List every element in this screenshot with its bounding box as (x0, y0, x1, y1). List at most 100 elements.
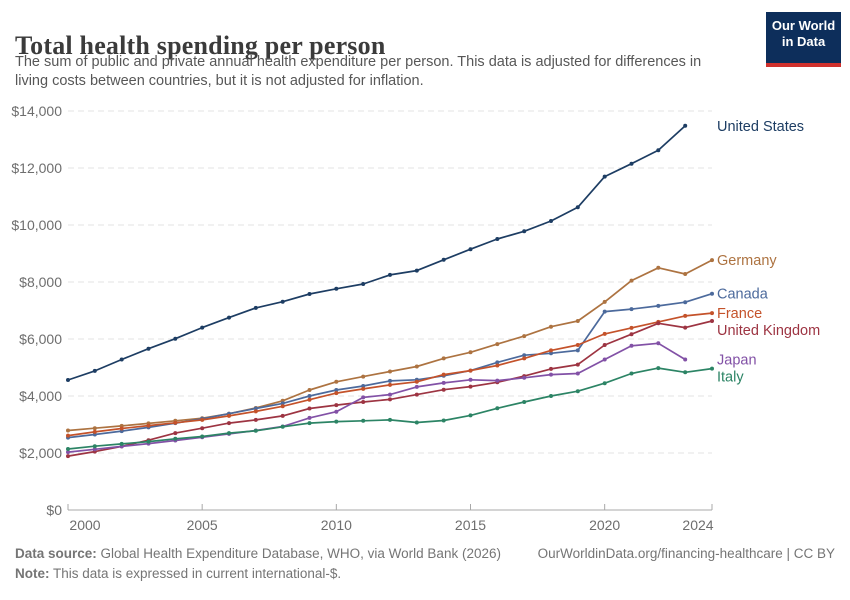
series-point-united-states (361, 282, 366, 286)
series-point-canada (307, 394, 312, 398)
series-point-france (334, 391, 339, 396)
series-point-italy (495, 406, 500, 411)
series-point-united-kingdom (575, 362, 580, 367)
series-point-united-states (388, 272, 392, 277)
page-title: Total health spending per person (15, 31, 386, 61)
series-point-canada (280, 401, 285, 406)
series-point-united-states (575, 205, 580, 210)
series-point-japan (683, 357, 688, 362)
series-point-germany (710, 258, 714, 263)
owid-logo[interactable]: Our World in Data (766, 12, 841, 67)
series-line-germany (67, 259, 713, 432)
series-point-united-states (549, 219, 553, 223)
series-point-canada (334, 388, 339, 392)
series-point-united-states (253, 305, 258, 310)
y-tick-label: $14,000 (11, 103, 62, 119)
series-label-germany[interactable]: Germany (717, 253, 777, 269)
series-point-japan (522, 375, 527, 380)
series-line-japan (67, 342, 686, 453)
series-point-united-states (146, 346, 151, 351)
series-point-france (575, 343, 580, 347)
series-point-canada (710, 291, 714, 296)
owid-logo-line2: in Data (781, 34, 826, 50)
series-point-japan (549, 372, 553, 377)
series-point-united-kingdom (602, 343, 607, 347)
series-point-united-kingdom (334, 403, 339, 408)
y-tick-label: $8,000 (19, 274, 62, 290)
series-point-united-states (66, 378, 70, 382)
owid-url-link[interactable]: OurWorldinData.org/financing-healthcare … (537, 546, 835, 561)
series-point-italy (710, 366, 714, 371)
series-point-france (66, 433, 70, 438)
series-point-italy (414, 420, 419, 425)
x-tick-label: 2015 (455, 517, 486, 533)
series-point-france (307, 397, 312, 402)
series-point-germany (441, 356, 446, 361)
series-point-france (710, 311, 714, 316)
series-point-united-kingdom (388, 397, 392, 402)
note-label: Note: (15, 566, 50, 581)
series-point-italy (602, 381, 607, 386)
series-point-france (495, 363, 500, 368)
series-point-germany (66, 428, 70, 433)
series-point-germany (683, 272, 688, 276)
series-label-japan[interactable]: Japan (717, 353, 757, 369)
series-point-italy (200, 434, 205, 439)
series-point-united-kingdom (280, 413, 285, 418)
series-point-italy (549, 394, 553, 398)
series-point-italy (361, 418, 366, 423)
series-point-germany (602, 299, 607, 304)
series-label-canada[interactable]: Canada (717, 287, 769, 303)
series-point-united-kingdom (307, 406, 312, 411)
series-point-germany (388, 369, 392, 374)
series-point-united-states (468, 247, 473, 252)
series-point-united-states (441, 257, 446, 262)
y-tick-label: $12,000 (11, 160, 62, 176)
series-point-united-kingdom (414, 392, 419, 397)
series-point-germany (495, 342, 500, 347)
series-point-japan (414, 384, 419, 389)
data-source-label: Data source: (15, 546, 97, 561)
series-label-united-states[interactable]: United States (717, 119, 804, 135)
series-label-italy[interactable]: Italy (717, 370, 744, 386)
series-point-japan (602, 357, 607, 362)
series-point-france (280, 404, 285, 409)
series-point-united-states (119, 357, 124, 362)
series-point-italy (441, 418, 446, 423)
series-point-italy (683, 370, 688, 375)
series-point-japan (92, 447, 97, 452)
series-point-france (549, 348, 553, 353)
series-label-united-kingdom[interactable]: United Kingdom (717, 323, 820, 339)
license-link[interactable]: OurWorldinData.org/financing-healthcare … (538, 546, 835, 561)
series-point-italy (227, 431, 231, 436)
series-line-france (67, 312, 713, 437)
series-point-france (200, 417, 205, 422)
series-point-united-states (173, 336, 178, 341)
series-point-italy (146, 439, 151, 444)
series-point-united-kingdom (468, 384, 473, 389)
series-point-canada (388, 378, 392, 383)
series-point-united-states (227, 315, 231, 320)
series-point-france (92, 429, 97, 434)
series-point-germany (414, 364, 419, 369)
series-point-united-kingdom (629, 332, 634, 337)
series-point-france (361, 386, 366, 391)
note-text: This data is expressed in current intern… (49, 566, 342, 581)
series-point-germany (575, 319, 580, 323)
series-point-germany (549, 324, 553, 329)
series-point-france (602, 331, 607, 336)
series-point-france (388, 382, 392, 387)
series-point-japan (334, 409, 339, 414)
series-point-canada (575, 348, 580, 353)
series-point-united-states (629, 161, 634, 166)
series-point-france (441, 372, 446, 377)
series-label-france[interactable]: France (717, 306, 762, 322)
series-point-canada (549, 351, 553, 356)
series-point-italy (92, 444, 97, 449)
series-point-japan (361, 395, 366, 400)
series-point-italy (656, 366, 661, 371)
series-point-united-kingdom (441, 387, 446, 392)
series-point-canada (602, 309, 607, 314)
series-point-france (468, 368, 473, 373)
